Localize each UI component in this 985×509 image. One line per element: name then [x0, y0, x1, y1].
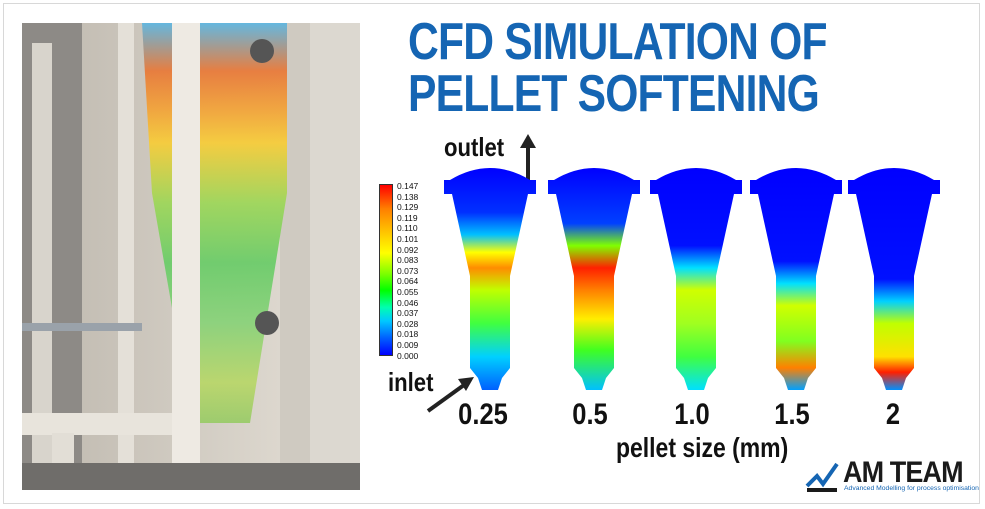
reactor-0-5	[548, 168, 640, 390]
colorbar-tick: 0.046	[397, 297, 419, 308]
inlet-label: inlet	[388, 367, 434, 397]
colorbar-tick: 0.000	[397, 350, 419, 361]
colorbar-tick: 0.037	[397, 308, 419, 319]
pellet-size-label: 1.0	[674, 398, 710, 431]
colorbar-tick: 0.129	[397, 202, 419, 213]
x-axis-label: pellet size (mm)	[616, 432, 789, 463]
colorbar	[379, 184, 393, 356]
colorbar-tick: 0.018	[397, 329, 419, 340]
pellet-size-label: 0.5	[572, 398, 608, 431]
colorbar-tick: 0.028	[397, 318, 419, 329]
colorbar-tick: 0.101	[397, 234, 419, 244]
reactor-contours	[444, 168, 940, 390]
logo-name: AM TEAM	[843, 456, 964, 489]
colorbar-tick: 0.064	[397, 276, 419, 287]
colorbar-tick: 0.009	[397, 340, 419, 350]
am-team-logo-icon	[805, 462, 839, 492]
colorbar-tick: 0.119	[397, 212, 418, 223]
inlet-arrow-icon	[426, 377, 474, 413]
reactor-2	[848, 168, 940, 390]
page-title: CFD SIMULATION OF PELLET SOFTENING	[408, 13, 828, 123]
image-frame	[3, 3, 980, 504]
title-line-2: PELLET SOFTENING	[408, 65, 820, 123]
reactor-photo	[22, 23, 360, 490]
title-line-1: CFD SIMULATION OF	[408, 13, 828, 71]
pellet-size-label: 2	[885, 398, 901, 431]
pellet-size-label: 1.5	[774, 398, 810, 431]
colorbar-tick: 0.083	[397, 255, 419, 266]
colorbar-tick: 0.092	[397, 244, 419, 255]
reactor-1-0	[650, 168, 742, 390]
colorbar-tick: 0.073	[397, 265, 419, 276]
outlet-label: outlet	[444, 132, 505, 162]
reactor-0-25	[444, 168, 536, 390]
colorbar-ticks: 0.147 0.138 0.129 0.119 0.110 0.101 0.09…	[397, 181, 437, 361]
colorbar-tick: 0.055	[397, 287, 419, 297]
logo-tagline: Advanced Modelling for process optimisat…	[844, 485, 979, 492]
pellet-size-label: 0.25	[458, 398, 508, 431]
colorbar-tick: 0.110	[397, 223, 418, 234]
colorbar-tick: 0.138	[397, 191, 419, 202]
colorbar-tick: 0.147	[397, 181, 419, 191]
reactor-1-5	[750, 168, 842, 390]
